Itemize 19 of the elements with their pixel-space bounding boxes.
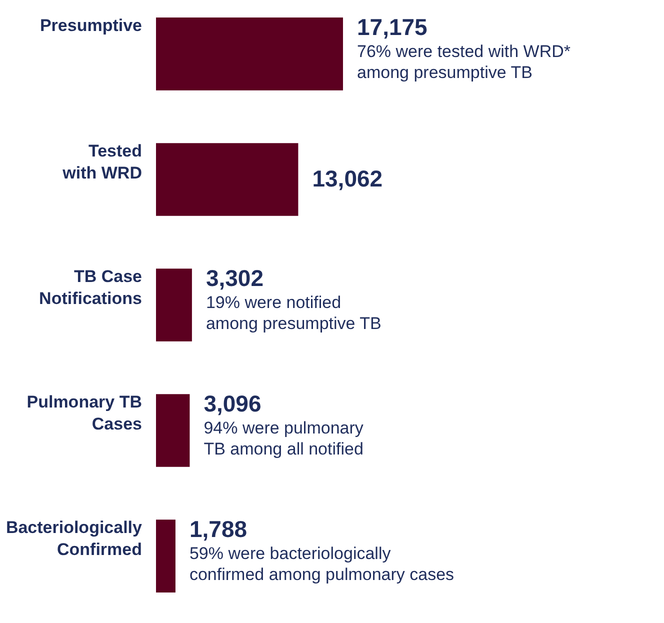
bar bbox=[156, 143, 298, 216]
y-tick-label: Tested with WRD bbox=[62, 141, 142, 182]
annotation: 59% were bacteriologically confirmed among pulmonary cases bbox=[189, 544, 454, 584]
y-tick-label: Presumptive bbox=[40, 16, 142, 35]
bar bbox=[156, 394, 190, 467]
bar bbox=[156, 268, 192, 342]
data-label: 1,788 bbox=[189, 516, 248, 542]
data-label: 3,096 bbox=[204, 390, 262, 417]
y-tick-label: TB Case Notifications bbox=[39, 267, 142, 308]
y-tick-label: Bacteriologically Confirmed bbox=[6, 518, 143, 560]
bar bbox=[156, 520, 176, 592]
data-label: 17,175 bbox=[357, 14, 428, 40]
annotation: 94% were pulmonary TB among all notified bbox=[204, 418, 364, 459]
data-label: 3,302 bbox=[206, 265, 264, 291]
annotation: 76% were tested with WRD* among presumptive TB bbox=[357, 42, 571, 82]
bar bbox=[156, 18, 343, 90]
y-tick-label: Pulmonary TB Cases bbox=[26, 392, 142, 434]
data-label: 13,062 bbox=[312, 165, 383, 192]
annotation: 19% were notified among presumptive TB bbox=[206, 293, 382, 333]
